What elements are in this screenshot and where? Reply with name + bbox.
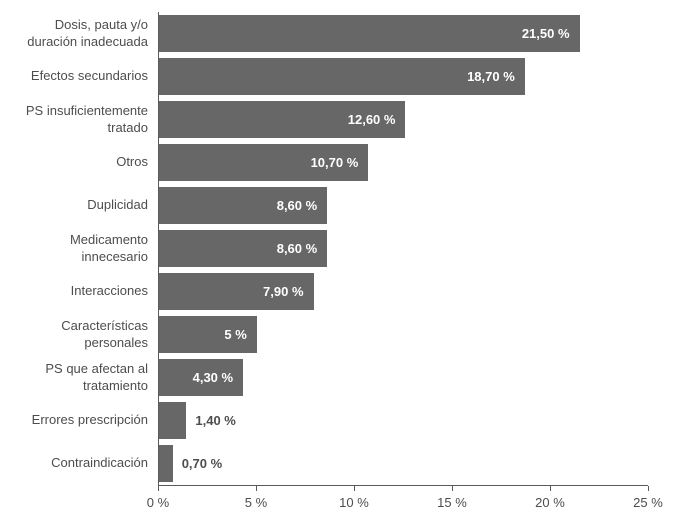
bar-row: PS insuficientemente tratado 12,60 % (8, 98, 648, 141)
bar-track: 21,50 % (158, 12, 648, 55)
value-label: 18,70 % (467, 69, 515, 84)
bar-rows: Dosis, pauta y/o duración inadecuada 21,5… (8, 12, 648, 485)
bar-track: 8,60 % (158, 227, 648, 270)
category-label: Contraindicación (51, 455, 148, 471)
x-axis-tick-mark (550, 486, 551, 491)
x-axis-tick-mark (256, 486, 257, 491)
bar-row: Duplicidad 8,60 % (8, 184, 648, 227)
category-label: Interacciones (70, 283, 148, 299)
value-label: 1,40 % (195, 413, 236, 428)
bar: 5 % (159, 316, 257, 353)
x-axis-tick-mark (354, 486, 355, 491)
bar-row: Medicamento innecesario 8,60 % (8, 227, 648, 270)
category-label: PS insuficientemente tratado (25, 103, 148, 135)
x-axis-row: 0 % 5 % 10 % 15 % 20 % 25 % (8, 485, 663, 527)
value-label: 10,70 % (310, 155, 359, 170)
bar-track: 18,70 % (158, 55, 648, 98)
x-axis-tick-mark (452, 486, 453, 491)
bar: 18,70 % (159, 58, 525, 95)
bar-track: 4,30 % (158, 356, 648, 399)
value-label: 21,50 % (521, 26, 570, 41)
bar: 8,60 % (159, 187, 328, 224)
bar: 7,90 % (159, 273, 314, 310)
value-label: 8,60 % (276, 198, 318, 213)
category-label: Otros (116, 154, 148, 170)
value-label: 0,70 % (181, 456, 223, 471)
bar-row: Errores prescripción 1,40 % (8, 399, 648, 442)
value-label: 4,30 % (192, 370, 234, 385)
bar-track: 1,40 % (158, 399, 648, 442)
bar-track: 5 % (158, 313, 648, 356)
x-axis-tick-label: 20 % (535, 495, 565, 510)
x-axis-tick-mark (648, 486, 649, 491)
bar-track: 10,70 % (158, 141, 648, 184)
value-label: 7,90 % (263, 284, 304, 299)
bar: 4,30 % (159, 359, 244, 396)
bar-row: Contraindicación 0,70 % (8, 442, 648, 485)
x-axis: 0 % 5 % 10 % 15 % 20 % 25 % (147, 485, 663, 527)
bar-track: 7,90 % (158, 270, 648, 313)
x-axis-tick-mark (158, 486, 159, 491)
bar-row: PS que afectan al tratamiento 4,30 % (8, 356, 648, 399)
bar-row: Efectos secundarios 18,70 % (8, 55, 648, 98)
bar-track: 8,60 % (158, 184, 648, 227)
bar-track: 12,60 % (158, 98, 648, 141)
category-label: Dosis, pauta y/o duración inadecuada (27, 17, 148, 49)
bar-row: Dosis, pauta y/o duración inadecuada 21,5… (8, 12, 648, 55)
bar-row: Interacciones 7,90 % (8, 270, 648, 313)
category-label: Errores prescripción (31, 412, 148, 428)
bar: 10,70 % (159, 144, 369, 181)
bar: 21,50 % (159, 15, 580, 52)
bar-track: 0,70 % (158, 442, 648, 485)
category-label: PS que afectan al tratamiento (45, 361, 148, 393)
x-axis-spacer (8, 485, 158, 527)
x-axis-tick-label: 10 % (339, 495, 369, 510)
category-label: Duplicidad (87, 197, 148, 213)
x-axis-tick-label: 25 % (633, 495, 663, 510)
category-label: Características personales (61, 318, 148, 350)
bar (159, 445, 173, 482)
value-label: 8,60 % (276, 241, 318, 256)
bar-row: Características personales 5 % (8, 313, 648, 356)
x-axis-tick-label: 5 % (244, 495, 268, 510)
bar: 12,60 % (159, 101, 406, 138)
bar-row: Otros 10,70 % (8, 141, 648, 184)
value-label: 12,60 % (347, 112, 396, 127)
x-axis-tick-label: 0 % (146, 495, 170, 510)
x-axis-tick-label: 15 % (437, 495, 467, 510)
bar: 8,60 % (159, 230, 328, 267)
category-label: Efectos secundarios (30, 68, 148, 84)
value-label: 5 % (224, 327, 247, 342)
category-label: Medicamento innecesario (69, 232, 148, 264)
bar (159, 402, 187, 439)
